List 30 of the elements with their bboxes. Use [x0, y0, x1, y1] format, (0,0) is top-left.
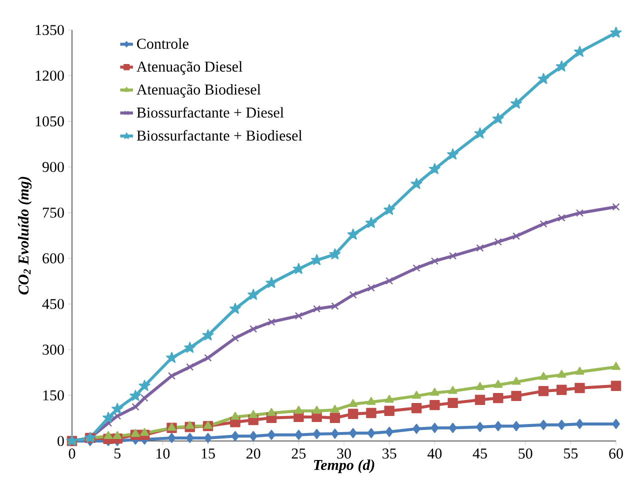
x-tick-label: 40	[427, 448, 442, 459]
legend-label: Atenuação Diesel	[136, 61, 242, 75]
y-tick-label: 0	[58, 436, 64, 446]
y-tick-label: 1350	[36, 24, 64, 36]
legend-label: Biossurfactante + Diesel	[136, 106, 284, 118]
y-tick-label: 600	[42, 253, 64, 264]
x-tick-label: 30	[337, 448, 351, 459]
x-tick-label: 15	[202, 448, 215, 459]
y-tick-label: 150	[43, 390, 64, 400]
x-tick-label: 10	[156, 448, 170, 459]
y-axis-title: CO$_{2}$ Evoluído (mg)	[18, 176, 32, 295]
legend-label: Biossurfactante + Biodiesel	[136, 130, 302, 141]
y-tick-label: 900	[42, 162, 64, 172]
x-axis-title: Tempo (d)	[314, 459, 374, 474]
x-tick-label: 50	[518, 448, 532, 459]
y-tick-label: 300	[42, 344, 64, 355]
legend-label: Atenuação Biodiesel	[136, 84, 261, 98]
x-tick-label: 25	[292, 448, 306, 459]
legend-label: Controle	[137, 38, 188, 49]
x-tick-label: 35	[382, 448, 396, 459]
x-tick-label: 45	[472, 448, 487, 459]
x-tick-label: 55	[564, 448, 578, 458]
x-tick-label: 5	[114, 448, 121, 458]
y-tick-label: 450	[42, 298, 64, 310]
x-tick-label: 0	[68, 448, 76, 459]
x-tick-label: 60	[609, 448, 623, 459]
y-tick-label: 1050	[36, 116, 64, 126]
y-tick-label: 750	[42, 208, 64, 218]
x-tick-label: 20	[246, 448, 260, 459]
y-tick-label: 1200	[36, 70, 64, 81]
